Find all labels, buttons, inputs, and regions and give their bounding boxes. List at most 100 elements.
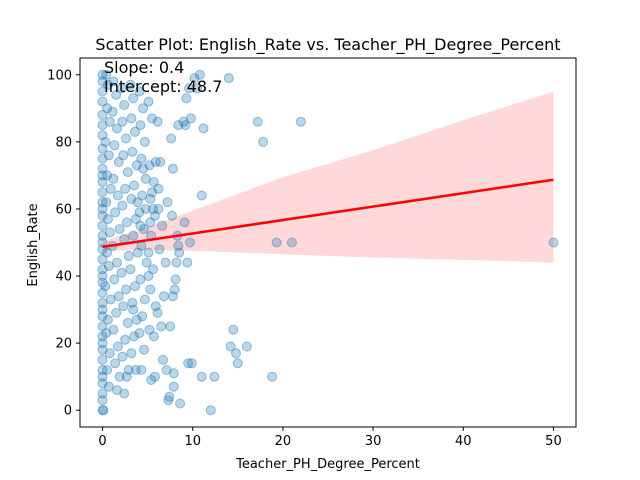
scatter-point [97, 110, 108, 120]
scatter-point [97, 230, 108, 241]
scatter-point [105, 294, 116, 305]
scatter-point [97, 321, 108, 332]
scatter-point [131, 314, 142, 325]
intercept-annotation: Intercept: 48.7 [104, 77, 222, 96]
scatter-point [179, 217, 190, 228]
scatter-point [167, 210, 177, 221]
scatter-point [97, 177, 108, 188]
scatter-point [134, 328, 145, 339]
scatter-point [97, 187, 108, 198]
scatter-point [182, 257, 193, 268]
scatter-point [185, 237, 195, 248]
scatter-point [97, 344, 108, 355]
scatter-point [167, 291, 178, 302]
scatter-point [105, 183, 116, 194]
scatter-point [103, 214, 113, 224]
scatter-point [164, 391, 175, 402]
scatter-point [135, 220, 146, 231]
scatter-point [129, 331, 140, 342]
scatter-point [150, 301, 161, 312]
scatter-point [116, 83, 127, 94]
scatter-point [157, 220, 168, 231]
scatter-point [258, 136, 269, 147]
scatter-point [146, 375, 157, 385]
scatter-point [102, 365, 113, 375]
scatter-point [102, 247, 113, 258]
scatter-point [144, 160, 155, 171]
scatter-point [148, 204, 158, 214]
plot-frame [79, 57, 577, 428]
x-tick-label: 40 [455, 434, 472, 449]
scatter-point [112, 190, 123, 201]
scatter-point [118, 301, 129, 312]
scatter-point [112, 385, 122, 396]
scatter-point [120, 183, 131, 194]
x-tick-label: 50 [545, 434, 562, 449]
scatter-point [158, 354, 168, 365]
scatter-point [125, 79, 136, 90]
scatter-point [122, 318, 133, 328]
scatter-point [183, 358, 194, 369]
scatter-point [167, 163, 178, 174]
scatter-point [135, 120, 146, 131]
scatter-point [196, 371, 207, 382]
y-tick-label: 40 [55, 270, 72, 285]
scatter-point [209, 371, 220, 382]
y-axis-ticks: 0 20 40 60 80 100 [47, 68, 80, 419]
scatter-point [169, 284, 180, 295]
y-axis-label: English_Rate [26, 203, 41, 286]
scatter-point [145, 217, 156, 228]
scatter-point [160, 257, 171, 268]
scatter-point [104, 227, 115, 238]
scatter-point [149, 210, 160, 221]
scatter-point [153, 183, 164, 194]
scatter-point [97, 237, 108, 248]
scatter-point [134, 207, 145, 218]
scatter-point [295, 116, 306, 127]
scatter-point [161, 365, 172, 375]
scatter-point [232, 358, 243, 369]
scatter-point [97, 130, 108, 141]
y-tick-label: 80 [55, 135, 72, 150]
scatter-point [97, 338, 108, 349]
scatter-point [286, 237, 297, 248]
confidence-band-layer [102, 91, 554, 263]
scatter-point [174, 247, 185, 258]
scatter-point [181, 93, 192, 104]
scatter-point [178, 116, 189, 127]
scatter-point [165, 321, 176, 332]
scatter-point [185, 113, 196, 124]
scatter-point [194, 69, 205, 80]
scatter-point [117, 200, 128, 211]
scatter-point [140, 173, 151, 184]
scatter-point [111, 89, 122, 100]
scatter-point [113, 157, 124, 167]
scatter-point [143, 96, 154, 107]
scatter-point [127, 297, 138, 308]
scatter-point [100, 281, 111, 292]
scatter-point [97, 76, 108, 87]
scatter-point [225, 341, 236, 352]
scatter-point [97, 96, 108, 107]
scatter-point [149, 371, 160, 382]
scatter-point [97, 254, 108, 265]
scatter-point [97, 331, 108, 342]
scatter-point [143, 271, 154, 281]
scatter-point [170, 274, 181, 285]
scatter-point [148, 264, 158, 275]
scatter-point [139, 294, 150, 305]
scatter-point [97, 311, 108, 322]
scatter-point [162, 197, 173, 208]
scatter-point [137, 190, 148, 201]
scatter-point [140, 204, 151, 214]
scatter-point [173, 240, 184, 251]
scatter-point [109, 140, 120, 151]
scatter-point [252, 116, 263, 127]
scatter-point [143, 247, 154, 258]
scatter-point [153, 204, 164, 214]
scatter-point [117, 116, 128, 127]
scatter-point [98, 405, 109, 416]
scatter-point [114, 371, 125, 382]
scatter-point [231, 348, 241, 359]
scatter-point [97, 405, 108, 416]
